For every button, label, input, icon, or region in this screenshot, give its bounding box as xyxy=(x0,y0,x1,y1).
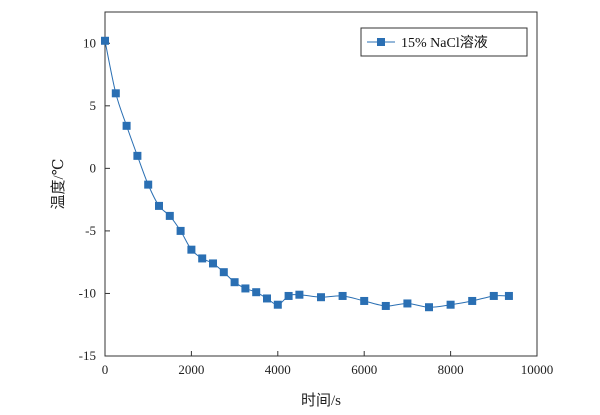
y-tick-label: -15 xyxy=(79,348,96,363)
x-tick-label: 6000 xyxy=(351,362,377,377)
data-point xyxy=(403,299,412,308)
data-point xyxy=(165,211,174,220)
x-axis-ticks: 0 2000 4000 6000 8000 10000 xyxy=(102,351,554,377)
data-point xyxy=(489,291,498,300)
x-tick-label: 10000 xyxy=(521,362,554,377)
data-point xyxy=(209,259,217,268)
y-axis-label: 温度/℃ xyxy=(50,159,67,210)
data-point xyxy=(360,296,369,305)
data-point xyxy=(101,36,109,45)
data-point xyxy=(263,294,271,303)
data-point xyxy=(176,226,185,235)
data-point xyxy=(284,291,293,300)
x-tick-label: 8000 xyxy=(438,362,464,377)
legend-label: 15% NaCl溶液 xyxy=(401,35,488,51)
data-point xyxy=(317,293,325,302)
data-point xyxy=(133,151,142,160)
y-tick-label: -5 xyxy=(85,223,96,238)
series-line xyxy=(104,40,509,308)
x-tick-label: 4000 xyxy=(265,362,291,377)
y-tick-label: 0 xyxy=(90,160,97,175)
data-point xyxy=(504,291,513,300)
data-point xyxy=(468,296,477,305)
y-axis-ticks: 10 5 0 -5 -10 -15 xyxy=(79,35,110,363)
data-point xyxy=(122,121,131,130)
data-point xyxy=(111,89,120,98)
data-point xyxy=(198,254,207,263)
y-tick-label: 10 xyxy=(83,35,96,50)
x-tick-label: 2000 xyxy=(178,362,204,377)
data-point xyxy=(446,300,455,309)
y-tick-label: 5 xyxy=(90,98,97,113)
data-point xyxy=(144,180,153,189)
series-points xyxy=(101,36,513,312)
data-point xyxy=(219,268,228,277)
data-point xyxy=(338,291,347,300)
legend: 15% NaCl溶液 xyxy=(360,27,528,57)
data-point xyxy=(187,245,196,254)
data-point xyxy=(230,278,239,287)
data-point xyxy=(295,290,304,299)
data-point xyxy=(381,301,390,310)
y-tick-label: -10 xyxy=(79,285,96,300)
data-point xyxy=(252,288,261,297)
legend-marker xyxy=(377,38,385,46)
data-point xyxy=(273,300,282,309)
data-point xyxy=(425,303,433,312)
data-point xyxy=(241,284,250,293)
x-axis-label: 时间/s xyxy=(301,392,341,409)
data-point xyxy=(155,201,163,210)
plot-frame xyxy=(104,11,538,357)
x-tick-label: 0 xyxy=(102,362,109,377)
